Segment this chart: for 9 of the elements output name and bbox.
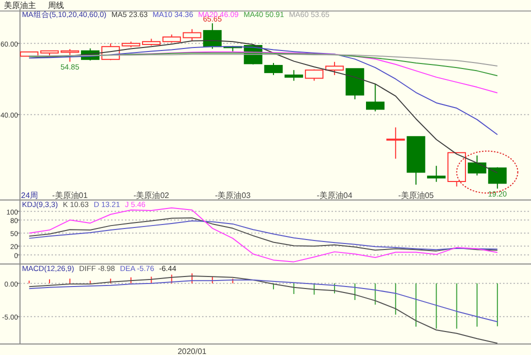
x-tick-label: 2020/01: [178, 347, 206, 355]
annotation: 24周: [21, 191, 38, 200]
x-tick-label: -美原油01: [52, 191, 88, 200]
x-tick-label: -美原油03: [214, 191, 251, 200]
x-tick-label: -美原油02: [134, 191, 170, 200]
x-tick-label: -美原油05: [398, 191, 434, 200]
x-tick-label: -美原油04: [316, 191, 352, 200]
subtitle: 周线: [48, 1, 64, 10]
title: 美原油主: [4, 1, 36, 10]
